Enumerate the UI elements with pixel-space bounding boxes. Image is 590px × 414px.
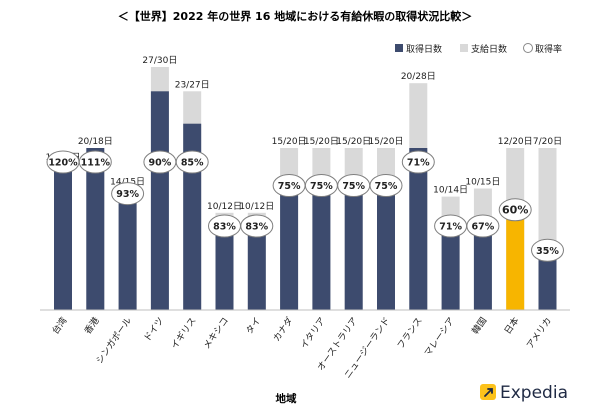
- bar-taken-highlight: [506, 212, 525, 310]
- rate-marker: [240, 214, 274, 238]
- bar-top-label: 15/20日: [304, 136, 339, 147]
- bar-top-label: 7/20日: [533, 136, 562, 147]
- category-label: イタリア: [298, 315, 327, 351]
- bar-taken: [409, 148, 428, 310]
- rate-label: 75%: [278, 181, 301, 192]
- rate-label: 67%: [472, 222, 495, 233]
- legend: 取得日数 支給日数 取得率: [395, 43, 562, 55]
- bar-taken: [86, 148, 105, 310]
- bar-top-label: 14/15日: [110, 177, 145, 188]
- legend-swatch-taken: [395, 44, 403, 52]
- bar-taken: [538, 253, 557, 310]
- legend-label-rate: 取得率: [535, 43, 562, 55]
- rate-marker: [111, 182, 145, 206]
- bar-top-label: 10/15日: [465, 177, 500, 188]
- rate-marker: [369, 174, 403, 197]
- bar-taken: [215, 229, 234, 310]
- bar-top-label: 10/14日: [433, 185, 468, 196]
- bar-taken: [247, 229, 266, 310]
- bar-top-label: 12/20日: [498, 136, 533, 147]
- brand-logo: Expedia: [480, 383, 568, 403]
- bar-top-label: 15/20日: [272, 136, 307, 147]
- rate-label: 90%: [149, 158, 172, 169]
- bar-top-label: 10/12日: [239, 201, 274, 212]
- bars-layer: [54, 67, 557, 310]
- bar-taken: [150, 91, 169, 310]
- rate-label: 75%: [375, 181, 398, 192]
- bar-top-label: 10/12日: [207, 201, 242, 212]
- bar-top-label: 27/30日: [142, 55, 177, 66]
- brand-name: Expedia: [500, 383, 568, 403]
- bar-taken: [280, 188, 299, 310]
- rate-label: 120%: [48, 158, 78, 169]
- rate-marker: [175, 150, 209, 174]
- bar-top-label: 20/18日: [78, 136, 113, 147]
- bar-taken: [118, 196, 137, 310]
- bar-top-label: 23/27日: [175, 79, 210, 90]
- category-label: マレーシア: [423, 316, 457, 358]
- chart-title: ＜【世界】2022 年の世界 16 地域における有給休暇の取得状況比較＞: [118, 9, 472, 23]
- rate-label: 71%: [439, 222, 462, 233]
- rate-marker: [78, 150, 112, 174]
- category-label: 台湾: [49, 315, 69, 337]
- rate-marker: [498, 198, 532, 222]
- rate-label: 71%: [407, 158, 430, 169]
- bar-taken: [473, 229, 492, 310]
- rate-marker: [466, 214, 500, 238]
- category-label: 香港: [82, 315, 102, 337]
- bar-top-label: 20/28日: [401, 71, 436, 82]
- bar-taken: [377, 188, 395, 310]
- category-label: メキシコ: [202, 316, 231, 351]
- rate-marker: [401, 150, 435, 174]
- x-axis-title: 地域: [276, 392, 297, 405]
- legend-label-taken: 取得日数: [406, 43, 442, 55]
- rate-marker: [531, 238, 564, 262]
- rate-label: 111%: [81, 158, 111, 169]
- category-label: タイ: [244, 315, 263, 336]
- category-label: イギリス: [169, 315, 199, 351]
- rate-label: 93%: [116, 189, 139, 200]
- bar-taken: [441, 229, 460, 310]
- category-label: 韓国: [470, 315, 489, 336]
- rate-labels-layer: 120% 111% 93% 90% 85% 83% 83% 75% 75% 75% 75% 71% 71…: [46, 150, 564, 262]
- category-label: 日本: [501, 315, 521, 337]
- legend-swatch-granted: [460, 44, 468, 52]
- rate-label: 60%: [502, 203, 528, 216]
- rate-label: 75%: [342, 181, 365, 192]
- legend-marker-rate: [523, 43, 533, 53]
- expedia-logo-arrow: [484, 388, 493, 397]
- rate-label: 85%: [181, 158, 204, 169]
- category-label: カナダ: [270, 315, 295, 344]
- category-label: アメリカ: [525, 315, 554, 350]
- rate-label: 35%: [536, 246, 559, 257]
- bar-taken: [54, 164, 72, 310]
- bar-top-label: 15/20日: [336, 136, 371, 147]
- bar-taken: [344, 188, 363, 310]
- bar-top-label: 15/20日: [369, 136, 404, 147]
- category-label: フランス: [395, 315, 425, 351]
- legend-label-granted: 支給日数: [471, 43, 507, 55]
- bar-taken: [312, 188, 331, 310]
- rate-label: 83%: [213, 222, 236, 233]
- rate-label: 75%: [310, 181, 333, 192]
- rate-label: 83%: [245, 222, 268, 233]
- category-label: ドイツ: [143, 316, 167, 344]
